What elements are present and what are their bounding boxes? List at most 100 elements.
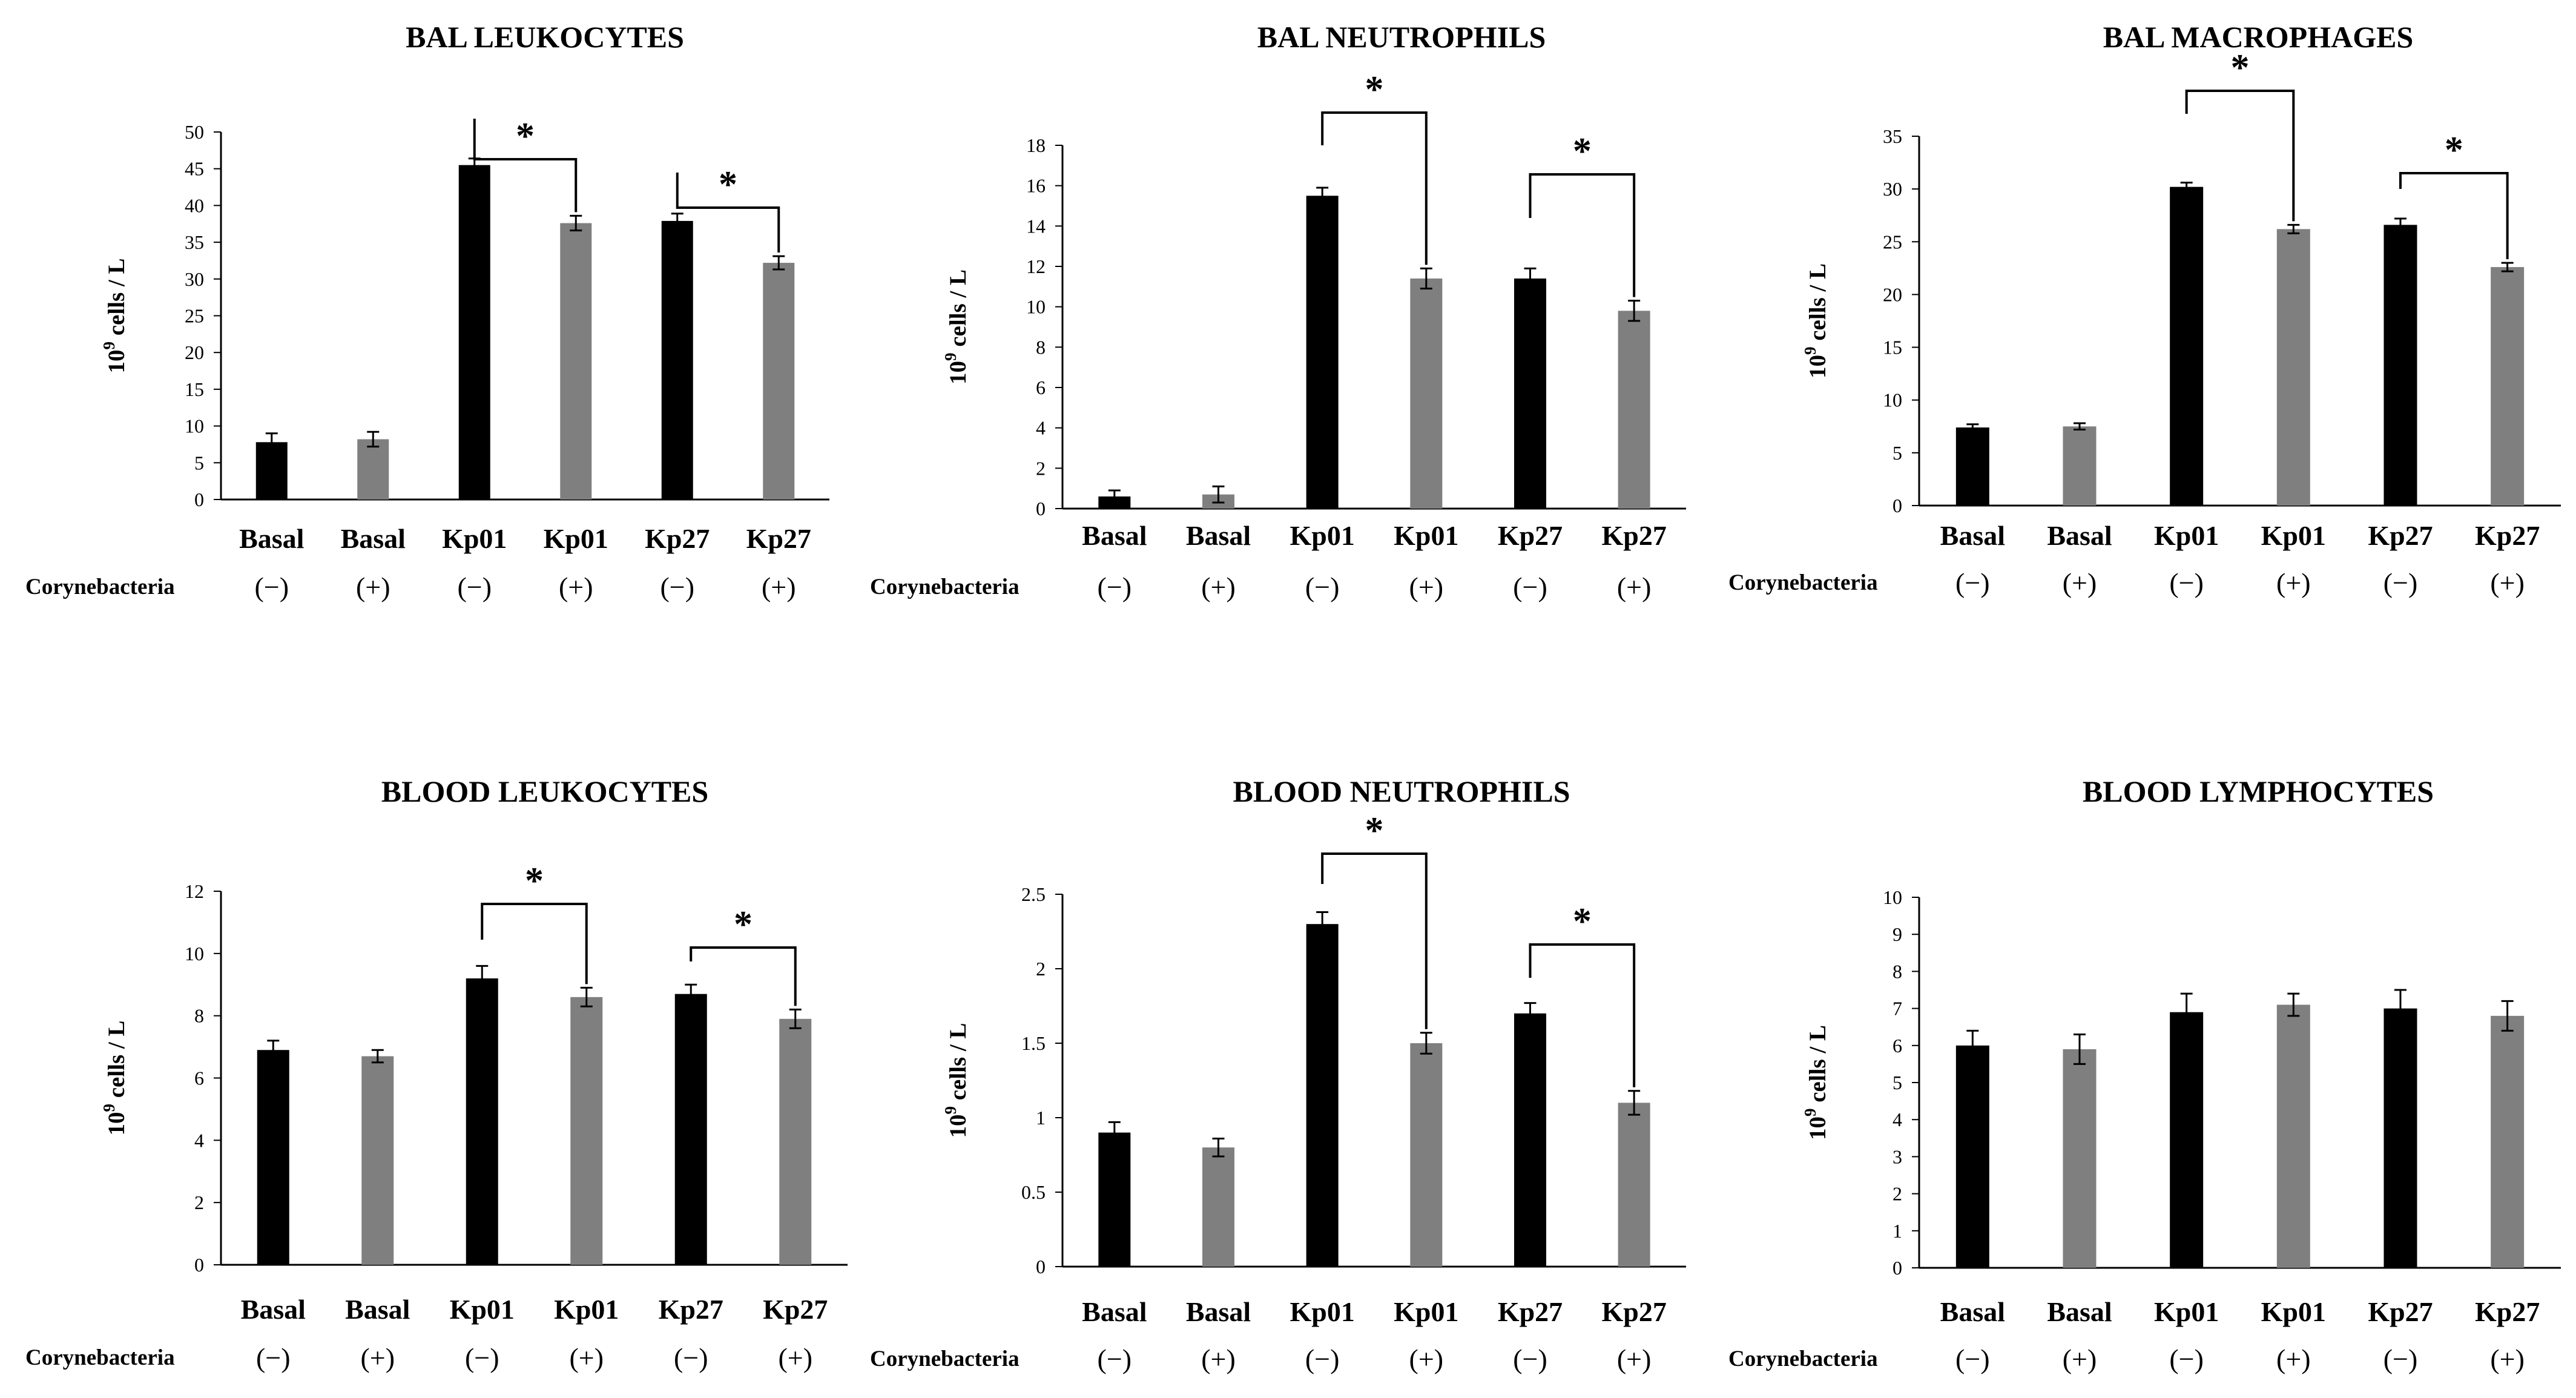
significance-star: * (516, 116, 535, 157)
y-axis-label-base: 10 (1805, 355, 1831, 378)
category-label: Kp01 (544, 523, 608, 554)
category-label: Basal (1082, 1296, 1147, 1327)
category-label: Kp01 (1290, 520, 1354, 551)
category-label: Kp01 (554, 1294, 619, 1325)
significance-star: * (2231, 47, 2250, 88)
bar (1410, 1043, 1443, 1267)
y-axis-label-unit: cells / L (945, 1023, 971, 1106)
bar (763, 263, 795, 500)
y-tick-label: 25 (185, 305, 204, 327)
bar (779, 1018, 812, 1265)
row-label-corynebacteria: Corynebacteria (1728, 570, 1878, 595)
category-label: Kp01 (1394, 520, 1458, 551)
bar (458, 165, 490, 500)
condition-label: (+) (1409, 572, 1444, 602)
y-tick-label: 1 (1892, 1220, 1902, 1242)
y-tick-label: 50 (185, 121, 204, 143)
bar (1618, 311, 1650, 509)
row-label-corynebacteria: Corynebacteria (25, 575, 175, 599)
condition-label: (−) (1098, 1344, 1132, 1374)
y-tick-label: 2 (1892, 1183, 1902, 1205)
y-tick-label: 16 (1026, 175, 1046, 197)
y-tick-label: 30 (1883, 178, 1902, 200)
y-tick-label: 10 (1883, 886, 1902, 908)
y-axis-label-base: 10 (1805, 1116, 1831, 1140)
condition-label: (−) (1955, 1344, 1990, 1374)
y-tick-label: 1.5 (1021, 1032, 1046, 1054)
significance-star: * (1573, 901, 1592, 942)
chart-title: BAL LEUKOCYTES (406, 20, 684, 54)
category-label: Kp27 (645, 523, 710, 554)
condition-label: (+) (778, 1342, 812, 1373)
bar (560, 223, 592, 500)
y-tick-label: 2.5 (1021, 883, 1046, 905)
y-tick-label: 0 (1892, 1257, 1902, 1279)
y-tick-label: 5 (1892, 442, 1902, 464)
bar (2170, 186, 2204, 506)
bar (257, 1050, 289, 1265)
condition-label: (+) (1201, 1344, 1236, 1374)
bar (1202, 1147, 1234, 1267)
condition-label: (−) (254, 572, 289, 602)
category-label: Kp27 (2475, 1296, 2540, 1327)
significance-star: * (2445, 130, 2463, 171)
y-tick-label: 1 (1036, 1107, 1046, 1129)
condition-label: (−) (1513, 1344, 1547, 1374)
y-tick-label: 0 (1036, 498, 1046, 519)
bar (570, 997, 603, 1265)
condition-label: (−) (2169, 567, 2204, 598)
y-tick-label: 9 (1892, 923, 1902, 945)
y-tick-label: 14 (1026, 215, 1046, 237)
significance-bracket (1321, 852, 1428, 1029)
row-label-corynebacteria: Corynebacteria (870, 1347, 1020, 1371)
chart-panel: BLOOD NEUTROPHILS 109 cells / L 0 0.5 1 1.5 2 2… (870, 774, 1686, 1374)
y-tick-label: 35 (1883, 125, 1902, 147)
y-tick-label: 3 (1892, 1146, 1902, 1167)
significance-bracket (1529, 173, 1636, 297)
y-axis-label-base: 10 (945, 361, 971, 384)
bar (661, 220, 693, 500)
bar (674, 994, 707, 1265)
y-tick-label: 10 (1883, 389, 1902, 411)
y-axis-label-exponent: 9 (941, 1106, 960, 1115)
condition-label: (+) (1617, 1344, 1652, 1374)
significance-bracket (2185, 90, 2295, 222)
condition-label: (−) (256, 1342, 291, 1373)
y-tick-label: 0 (1036, 1256, 1046, 1278)
y-tick-label: 6 (1036, 377, 1046, 398)
condition-label: (+) (2490, 1344, 2525, 1374)
category-label: Basal (341, 523, 406, 554)
y-tick-label: 4 (1036, 417, 1046, 439)
bar (2063, 426, 2097, 506)
bar (2383, 1008, 2417, 1268)
category-label: Basal (345, 1294, 410, 1325)
y-axis-label-unit: cells / L (104, 1020, 130, 1104)
bar (1955, 427, 1989, 506)
y-tick-label: 8 (1036, 336, 1046, 358)
category-label: Kp27 (659, 1294, 723, 1325)
category-label: Kp01 (2261, 520, 2326, 551)
significance-bracket (676, 173, 780, 253)
y-axis-label-exponent: 9 (100, 1104, 118, 1112)
y-tick-label: 45 (185, 158, 204, 180)
condition-label: (+) (1617, 572, 1652, 602)
y-tick-label: 4 (1892, 1109, 1902, 1130)
y-tick-label: 0.5 (1021, 1181, 1046, 1203)
y-tick-label: 8 (1892, 960, 1902, 982)
category-label: Basal (1940, 1296, 2005, 1327)
y-tick-label: 10 (185, 415, 204, 437)
significance-bracket (1321, 111, 1428, 265)
condition-label: (+) (2276, 567, 2311, 598)
bar (2170, 1012, 2204, 1268)
row-label-corynebacteria: Corynebacteria (870, 575, 1020, 599)
condition-label: (+) (559, 572, 593, 602)
bar (1618, 1103, 1650, 1267)
y-tick-label: 12 (1026, 256, 1046, 277)
category-label: Basal (2047, 520, 2112, 551)
category-label: Basal (241, 1294, 306, 1325)
y-tick-label: 2 (1036, 958, 1046, 980)
category-label: Kp27 (1498, 1296, 1563, 1327)
y-tick-label: 30 (185, 268, 204, 290)
